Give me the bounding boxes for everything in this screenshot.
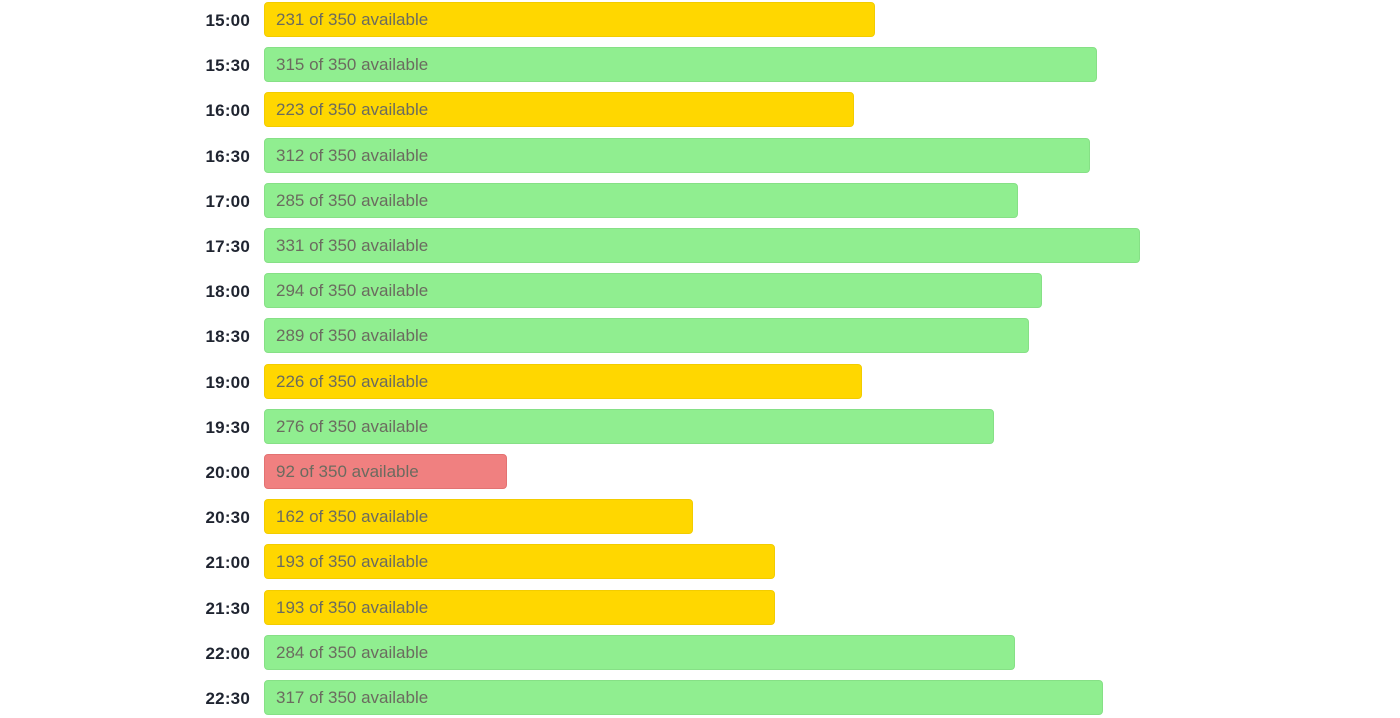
availability-bar[interactable]: 223 of 350 available — [264, 92, 854, 127]
slot-time: 16:30 — [205, 147, 250, 166]
availability-label: 193 of 350 available — [276, 598, 429, 617]
slot-row: 20:00 92 of 350 available — [0, 454, 1400, 491]
slot-row: 17:30 331 of 350 available — [0, 228, 1400, 265]
availability-label: 92 of 350 available — [276, 462, 419, 481]
slot-row: 16:00 223 of 350 available — [0, 92, 1400, 129]
availability-label: 284 of 350 available — [276, 643, 429, 662]
slot-time: 15:30 — [205, 56, 250, 75]
availability-label: 294 of 350 available — [276, 281, 429, 300]
slot-row: 22:30 317 of 350 available — [0, 680, 1400, 717]
slot-row: 21:00 193 of 350 available — [0, 544, 1400, 581]
slot-row: 17:00 285 of 350 available — [0, 183, 1400, 220]
slot-row: 22:00 284 of 350 available — [0, 635, 1400, 672]
availability-bar[interactable]: 193 of 350 available — [264, 544, 775, 579]
availability-bar[interactable]: 285 of 350 available — [264, 183, 1018, 218]
slot-time: 17:00 — [205, 192, 250, 211]
availability-bar[interactable]: 162 of 350 available — [264, 499, 693, 534]
availability-label: 315 of 350 available — [276, 55, 429, 74]
availability-bar[interactable]: 92 of 350 available — [264, 454, 507, 489]
availability-label: 285 of 350 available — [276, 191, 429, 210]
availability-bar[interactable]: 331 of 350 available — [264, 228, 1140, 263]
slot-time: 20:30 — [205, 508, 250, 527]
slot-row: 21:30 193 of 350 available — [0, 590, 1400, 627]
availability-bar[interactable]: 193 of 350 available — [264, 590, 775, 625]
slot-time: 19:30 — [205, 418, 250, 437]
availability-label: 317 of 350 available — [276, 688, 429, 707]
slot-time: 16:00 — [205, 101, 250, 120]
availability-bar[interactable]: 312 of 350 available — [264, 138, 1090, 173]
availability-bar[interactable]: 284 of 350 available — [264, 635, 1015, 670]
availability-label: 289 of 350 available — [276, 326, 429, 345]
slot-row: 19:30 276 of 350 available — [0, 409, 1400, 446]
slot-time: 19:00 — [205, 373, 250, 392]
availability-bar[interactable]: 231 of 350 available — [264, 2, 875, 37]
slot-row: 16:30 312 of 350 available — [0, 138, 1400, 175]
slot-time: 18:30 — [205, 327, 250, 346]
slot-row: 18:30 289 of 350 available — [0, 318, 1400, 355]
availability-bar[interactable]: 315 of 350 available — [264, 47, 1097, 82]
slot-time: 21:00 — [205, 553, 250, 572]
slot-time: 15:00 — [205, 11, 250, 30]
availability-label: 223 of 350 available — [276, 100, 429, 119]
slot-row: 15:30 315 of 350 available — [0, 47, 1400, 84]
slot-row: 19:00 226 of 350 available — [0, 364, 1400, 401]
availability-bar[interactable]: 317 of 350 available — [264, 680, 1103, 715]
slot-row: 15:00 231 of 350 available — [0, 2, 1400, 39]
availability-label: 162 of 350 available — [276, 507, 429, 526]
availability-bar[interactable]: 226 of 350 available — [264, 364, 862, 399]
availability-label: 312 of 350 available — [276, 146, 429, 165]
availability-label: 331 of 350 available — [276, 236, 429, 255]
availability-bar[interactable]: 294 of 350 available — [264, 273, 1042, 308]
slot-time: 21:30 — [205, 599, 250, 618]
slot-time: 17:30 — [205, 237, 250, 256]
availability-bar[interactable]: 276 of 350 available — [264, 409, 994, 444]
availability-bar[interactable]: 289 of 350 available — [264, 318, 1029, 353]
slot-time: 18:00 — [205, 282, 250, 301]
availability-label: 231 of 350 available — [276, 10, 429, 29]
slot-row: 18:00 294 of 350 available — [0, 273, 1400, 310]
slot-time: 20:00 — [205, 463, 250, 482]
slot-time: 22:30 — [205, 689, 250, 708]
availability-label: 276 of 350 available — [276, 417, 429, 436]
availability-label: 193 of 350 available — [276, 552, 429, 571]
slot-time: 22:00 — [205, 644, 250, 663]
slot-row: 20:30 162 of 350 available — [0, 499, 1400, 536]
availability-label: 226 of 350 available — [276, 372, 429, 391]
